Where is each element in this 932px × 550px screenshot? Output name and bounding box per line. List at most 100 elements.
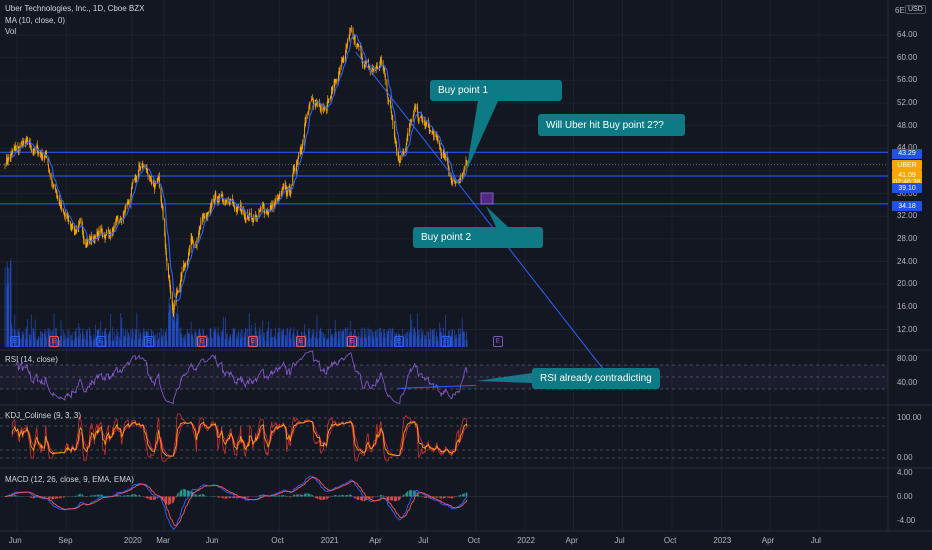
macd-hist-bar — [100, 494, 102, 497]
volume-bar — [350, 334, 352, 347]
volume-bar — [369, 336, 371, 347]
candle-body — [132, 179, 134, 184]
candle-body — [22, 143, 24, 147]
candle-body — [441, 153, 443, 156]
macd-hist-bar — [43, 496, 45, 498]
macd-hist-bar — [329, 496, 331, 498]
candle-body — [202, 216, 204, 218]
price-tick-label: 16.00 — [897, 301, 918, 311]
candle-body — [233, 202, 235, 205]
volume-bar — [126, 328, 128, 347]
volume-bar — [78, 338, 80, 347]
volume-bar — [459, 333, 460, 347]
macd-hist-bar — [345, 495, 347, 497]
macd-hist-bar — [299, 494, 301, 497]
volume-bar — [183, 338, 185, 347]
macd-hist-bar — [190, 490, 192, 497]
volume-bar — [462, 332, 464, 347]
candle-body — [131, 187, 133, 189]
volume-bar — [433, 330, 435, 347]
volume-bar — [127, 337, 129, 347]
volume-bar — [75, 327, 77, 347]
macd-hist-bar — [304, 493, 306, 497]
volume-bar — [421, 336, 423, 347]
macd-hist-bar — [194, 494, 196, 497]
volume-bar — [26, 339, 28, 347]
callout-rsi-note[interactable]: RSI already contradicting — [532, 368, 660, 389]
macd-hist-bar — [334, 495, 336, 497]
candle-body — [317, 101, 318, 103]
macd-hist-bar — [308, 493, 310, 497]
callout-question[interactable]: Will Uber hit Buy point 2?? — [538, 114, 685, 136]
macd-hist-bar — [341, 494, 343, 497]
volume-bar — [414, 331, 416, 347]
macd-hist-bar — [300, 494, 302, 497]
volume-bar — [51, 340, 53, 347]
time-tick-label: Mar — [156, 536, 170, 545]
macd-hist-bar — [315, 496, 317, 498]
volume-bar — [170, 305, 172, 347]
macd-hist-bar — [358, 496, 360, 500]
candle-body — [130, 188, 132, 195]
volume-bar — [61, 335, 62, 347]
callout-buy-point-1[interactable]: Buy point 1 — [430, 80, 562, 101]
earnings-badge: E — [493, 336, 503, 347]
volume-bar — [399, 334, 401, 347]
volume-bar — [388, 328, 390, 347]
candle-body — [443, 153, 445, 158]
macd-hist-bar — [390, 496, 392, 501]
volume-bar — [134, 340, 136, 347]
macd-hist-bar — [398, 496, 400, 501]
candle-body — [320, 107, 322, 110]
candle-body — [292, 173, 294, 185]
volume-bar — [328, 338, 330, 347]
volume-bar — [161, 335, 163, 347]
macd-hist-bar — [225, 496, 227, 499]
volume-bar — [19, 338, 21, 347]
currency-badge[interactable]: USD — [905, 5, 926, 14]
volume-bar — [335, 332, 337, 347]
volume-bar — [417, 313, 419, 347]
macd-hist-bar — [145, 496, 147, 498]
volume-bar — [179, 333, 181, 347]
volume-bar — [230, 338, 232, 347]
volume-bar — [116, 328, 118, 347]
candle-body — [59, 202, 61, 204]
macd-hist-bar — [168, 496, 170, 506]
volume-bar — [297, 338, 299, 347]
volume-bar — [127, 333, 129, 347]
candle-body — [206, 216, 208, 218]
macd-hist-bar — [188, 490, 189, 497]
macd-hist-bar — [51, 496, 53, 500]
macd-hist-bar — [101, 494, 103, 497]
candle-body — [130, 194, 132, 204]
callout-buy-point-2[interactable]: Buy point 2 — [413, 227, 543, 248]
time-tick-label: Jul — [418, 536, 429, 545]
volume-bar — [25, 329, 27, 347]
macd-hist-bar — [403, 494, 405, 497]
volume-bar — [53, 340, 54, 347]
macd-hist-bar — [461, 494, 463, 497]
candle-body — [183, 265, 185, 271]
macd-hist-bar — [55, 496, 57, 499]
macd-hist-bar — [146, 496, 147, 498]
candle-body — [168, 266, 169, 277]
volume-bar — [410, 332, 412, 347]
volume-bar — [186, 328, 188, 347]
candle-body — [139, 166, 140, 167]
macd-hist-bar — [372, 496, 374, 498]
candle-body — [409, 123, 411, 129]
macd-hist-bar — [412, 490, 414, 497]
volume-bar — [34, 319, 36, 347]
candle-body — [365, 62, 367, 65]
macd-hist-bar — [30, 496, 32, 498]
candle-body — [286, 191, 288, 195]
macd-hist-bar — [323, 496, 325, 500]
candle-body — [143, 166, 145, 168]
macd-hist-bar — [181, 489, 182, 497]
macd-hist-bar — [154, 496, 156, 500]
macd-hist-bar — [319, 496, 321, 500]
candle-body — [427, 122, 429, 124]
macd-hist-bar — [399, 496, 401, 500]
macd-hist-bar — [175, 496, 177, 498]
